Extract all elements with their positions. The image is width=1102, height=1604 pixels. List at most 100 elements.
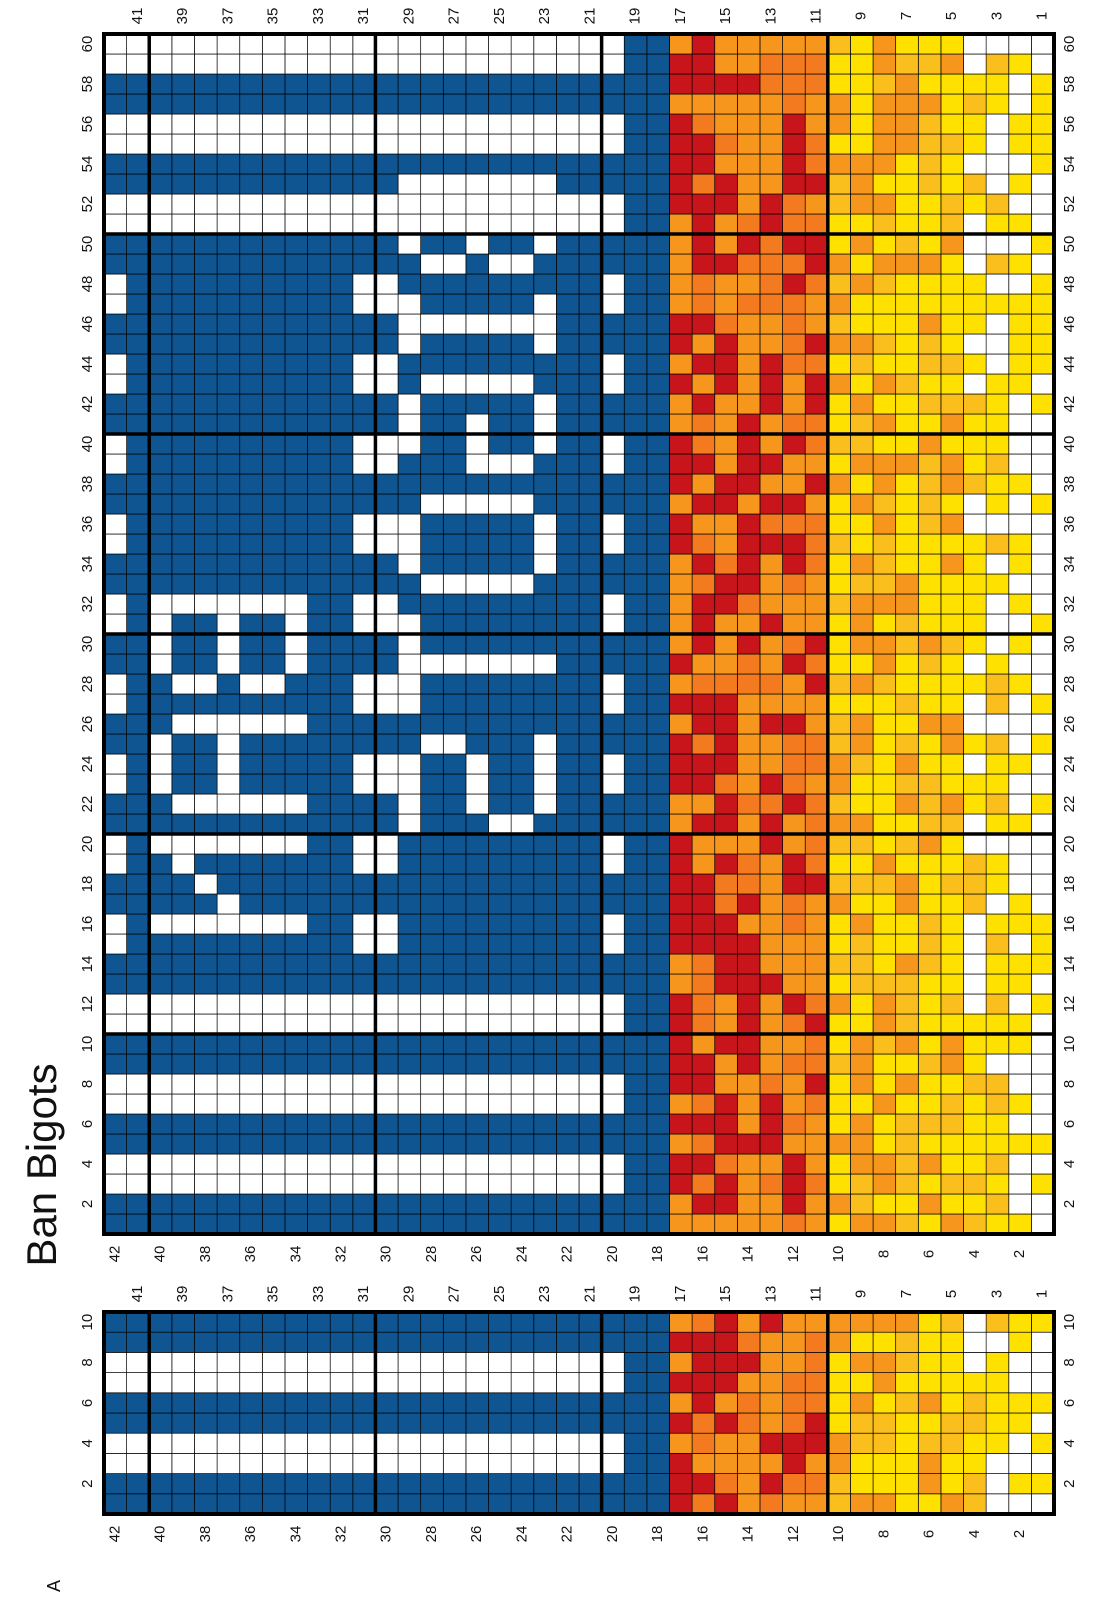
chart-cell bbox=[963, 853, 987, 875]
chart-cell bbox=[895, 1372, 919, 1394]
chart-cell bbox=[103, 1053, 127, 1075]
chart-cell bbox=[601, 933, 625, 955]
chart-cell bbox=[171, 1372, 195, 1394]
chart-cell bbox=[171, 1473, 195, 1495]
chart-cell bbox=[804, 1432, 829, 1454]
chart-cell bbox=[261, 333, 286, 355]
chart-cell bbox=[261, 873, 286, 895]
chart-cell bbox=[985, 473, 1010, 495]
chart-cell bbox=[940, 1473, 964, 1495]
chart-cell bbox=[714, 893, 738, 915]
chart-cell bbox=[284, 1372, 308, 1394]
chart-cell bbox=[442, 273, 467, 295]
chart-cell bbox=[691, 953, 716, 975]
chart-cell bbox=[623, 653, 648, 675]
chart-cell bbox=[488, 313, 512, 335]
chart-cell bbox=[194, 1073, 218, 1095]
chart-cell bbox=[442, 1013, 467, 1035]
chart-cell bbox=[103, 1033, 127, 1055]
chart-cell bbox=[669, 1173, 693, 1195]
chart-cell bbox=[194, 573, 218, 595]
chart-cell bbox=[510, 1432, 535, 1454]
chart-cell bbox=[872, 1173, 897, 1195]
chart-cell bbox=[1031, 413, 1055, 435]
chart-cell bbox=[963, 33, 987, 55]
chart-cell bbox=[510, 473, 535, 495]
chart-cell bbox=[465, 173, 489, 195]
chart-cell bbox=[985, 553, 1010, 575]
chart-cell bbox=[623, 1331, 648, 1353]
chart-cell bbox=[488, 53, 512, 75]
chart-cell bbox=[397, 173, 422, 195]
chart-cell bbox=[171, 793, 195, 815]
chart-cell bbox=[148, 373, 173, 395]
chart-cell bbox=[352, 773, 376, 795]
chart-cell bbox=[623, 393, 648, 415]
chart-cell bbox=[804, 253, 829, 275]
chart-cell bbox=[488, 1311, 512, 1333]
chart-cell bbox=[1008, 173, 1032, 195]
chart-cell bbox=[171, 73, 195, 95]
chart-cell bbox=[465, 113, 489, 135]
chart-cell bbox=[895, 633, 919, 655]
chart-cell bbox=[782, 1033, 806, 1055]
chart-cell bbox=[216, 393, 241, 415]
chart-cell bbox=[1008, 933, 1032, 955]
chart-cell bbox=[171, 1093, 195, 1115]
chart-cell bbox=[736, 353, 761, 375]
chart-cell bbox=[782, 893, 806, 915]
chart-cell bbox=[284, 833, 308, 855]
chart-cell bbox=[714, 573, 738, 595]
chart-cell bbox=[736, 453, 761, 475]
chart-cell bbox=[669, 93, 693, 115]
chart-cell bbox=[1008, 713, 1032, 735]
chart-cell bbox=[601, 633, 625, 655]
chart-cell bbox=[397, 33, 422, 55]
chart-cell bbox=[578, 653, 602, 675]
chart-cell bbox=[601, 1352, 625, 1373]
chart-cell bbox=[103, 93, 127, 115]
chart-cell bbox=[556, 473, 580, 495]
chart-cell bbox=[895, 153, 919, 175]
chart-cell bbox=[284, 1153, 308, 1175]
chart-cell bbox=[1008, 953, 1032, 975]
chart-cell bbox=[827, 113, 851, 135]
chart-cell bbox=[827, 673, 851, 695]
chart-cell bbox=[194, 1193, 218, 1215]
chart-cell bbox=[1031, 633, 1055, 655]
chart-cell bbox=[940, 353, 964, 375]
chart-cell bbox=[963, 893, 987, 915]
chart-cell bbox=[352, 1093, 376, 1115]
chart-cell bbox=[126, 233, 150, 255]
chart-cell bbox=[578, 1352, 602, 1373]
chart-cell bbox=[985, 793, 1010, 815]
chart-cell bbox=[488, 813, 512, 835]
chart-cell bbox=[1008, 1331, 1032, 1353]
chart-cell bbox=[510, 293, 535, 315]
chart-cell bbox=[940, 1432, 964, 1454]
chart-cell bbox=[963, 1053, 987, 1075]
chart-cell bbox=[963, 173, 987, 195]
chart-cell bbox=[601, 1473, 625, 1495]
chart-cell bbox=[963, 713, 987, 735]
chart-cell bbox=[850, 393, 874, 415]
chart-cell bbox=[148, 953, 173, 975]
chart-cell bbox=[216, 973, 241, 995]
chart-cell bbox=[804, 273, 829, 295]
chart-cell bbox=[759, 553, 783, 575]
chart-cell bbox=[759, 1473, 783, 1495]
column-label-top: 15 bbox=[717, 8, 734, 25]
chart-cell bbox=[216, 993, 241, 1015]
chart-cell bbox=[216, 1372, 241, 1394]
chart-cell bbox=[736, 1412, 761, 1434]
chart-cell bbox=[352, 513, 376, 535]
chart-cell bbox=[510, 353, 535, 375]
chart-cell bbox=[1031, 693, 1055, 715]
chart-cell bbox=[759, 1311, 783, 1333]
chart-cell bbox=[985, 1133, 1010, 1155]
chart-cell bbox=[691, 693, 716, 715]
chart-cell bbox=[352, 813, 376, 835]
chart-cell bbox=[171, 1493, 195, 1515]
chart-cell bbox=[872, 473, 897, 495]
chart-cell bbox=[103, 793, 127, 815]
